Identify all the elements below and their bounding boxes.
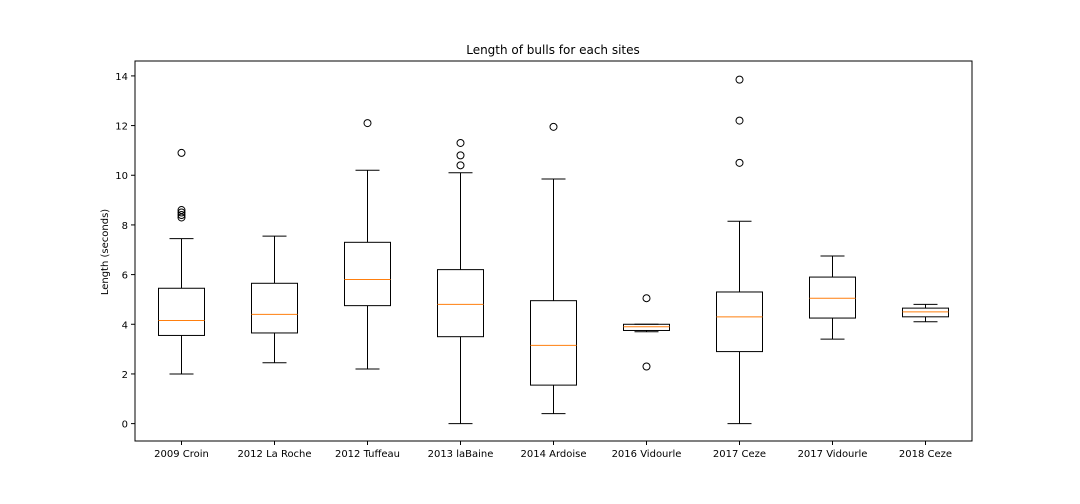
y-tick-label: 6 xyxy=(122,271,128,282)
outlier-point xyxy=(735,116,744,125)
y-tick-label: 4 xyxy=(122,320,128,331)
box-iqr xyxy=(623,323,670,331)
outlier-point xyxy=(177,148,186,157)
outlier-point xyxy=(549,122,558,131)
outlier-point xyxy=(456,161,465,170)
x-tick-label: 2016 Vidourle xyxy=(612,449,682,460)
y-axis-label: Length (seconds) xyxy=(100,209,111,295)
x-tick-label: 2018 Ceze xyxy=(899,449,952,460)
outlier-point xyxy=(177,206,186,215)
outlier-point xyxy=(456,151,465,160)
box-iqr xyxy=(437,269,484,338)
outlier-point xyxy=(642,362,651,371)
outlier-point xyxy=(735,75,744,84)
chart-title: Length of bulls for each sites xyxy=(466,43,640,57)
outlier-point xyxy=(642,294,651,303)
outlier-point xyxy=(456,138,465,147)
x-tick-label: 2017 Ceze xyxy=(713,449,766,460)
x-tick-label: 2009 Croin xyxy=(154,449,209,460)
box-iqr xyxy=(902,307,949,318)
outlier-point xyxy=(177,208,186,217)
axes-frame xyxy=(134,60,973,442)
y-tick-label: 12 xyxy=(115,122,128,133)
x-tick-label: 2013 laBaine xyxy=(428,449,494,460)
x-tick-label: 2012 La Roche xyxy=(237,449,311,460)
box-iqr xyxy=(344,241,391,307)
y-tick-label: 8 xyxy=(122,221,128,232)
y-tick-label: 0 xyxy=(122,420,128,431)
box-iqr xyxy=(158,287,205,336)
box-iqr xyxy=(530,300,577,386)
box-iqr xyxy=(716,291,763,353)
y-tick-label: 10 xyxy=(115,171,128,182)
plot-area: 0 2 4 6 8 10 12 14 2009 Croin 2012 La Roche 2012 T… xyxy=(115,60,973,460)
x-tick-label: 2012 Tuffeau xyxy=(335,449,400,460)
outlier-point xyxy=(735,158,744,167)
box-iqr xyxy=(251,282,298,334)
y-tick-label: 2 xyxy=(122,370,128,381)
outlier-point xyxy=(177,210,186,219)
outlier-point xyxy=(363,119,372,128)
x-tick-label: 2017 Vidourle xyxy=(798,449,868,460)
y-tick-label: 14 xyxy=(115,72,128,83)
x-tick-label: 2014 Ardoise xyxy=(520,449,586,460)
box-iqr xyxy=(809,276,856,319)
